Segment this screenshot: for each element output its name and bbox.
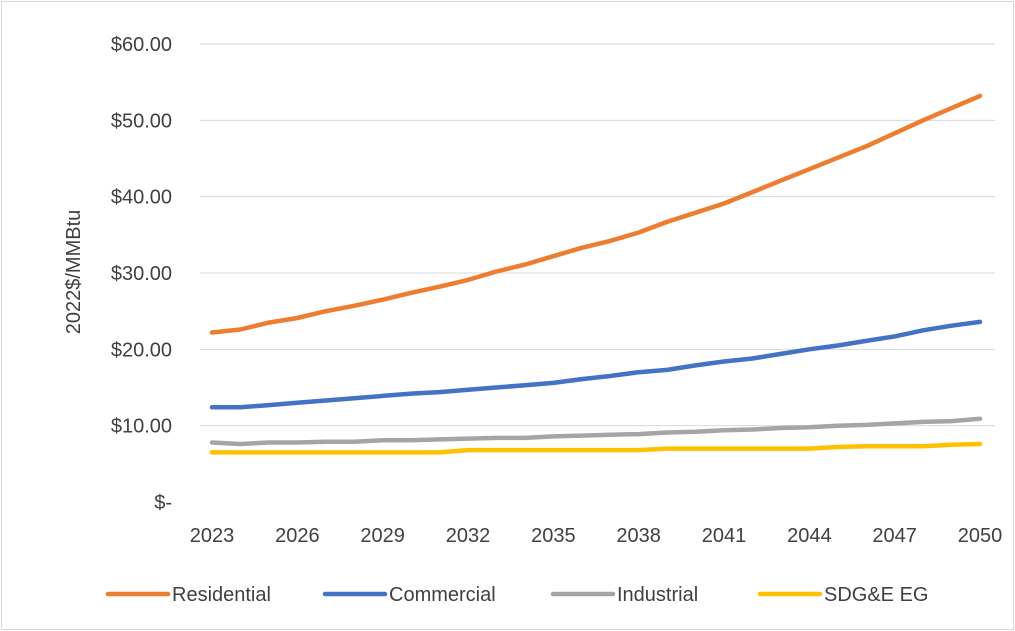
x-tick-label: 2023 [190, 525, 235, 547]
series-line-residential [209, 93, 983, 335]
x-tick-label: 2029 [360, 525, 405, 547]
x-tick-label: 2041 [702, 525, 747, 547]
y-tick-label: $10.00 [111, 416, 172, 438]
series-line-industrial [209, 416, 983, 447]
y-tick-label: $40.00 [111, 187, 172, 209]
x-axis-ticks: 2023 2026 2029 2032 2035 2038 2041 2044 2047 2050 [190, 525, 1003, 547]
legend-item-sdg-e-eg: SDG&E EG [757, 584, 928, 606]
series-line-commercial [209, 319, 983, 410]
y-axis-ticks: $- $10.00 $20.00 $30.00 $40.00 $50.00 $60.00 [111, 34, 172, 514]
legend-item-residential: Residential [105, 584, 271, 606]
x-tick-label: 2047 [872, 525, 917, 547]
x-tick-label: 2035 [531, 525, 576, 547]
x-tick-label: 2038 [616, 525, 661, 547]
legend-item-industrial: Industrial [550, 584, 698, 606]
series-lines [209, 93, 983, 455]
x-tick-label: 2026 [275, 525, 320, 547]
x-tick-label: 2044 [787, 525, 832, 547]
x-tick-label: 2050 [958, 525, 1003, 547]
gridlines [200, 43, 995, 427]
legend-label: Industrial [617, 584, 698, 606]
y-tick-label: $20.00 [111, 339, 172, 361]
legend-item-commercial: Commercial [322, 584, 496, 606]
y-tick-label: $50.00 [111, 110, 172, 132]
x-tick-label: 2032 [446, 525, 491, 547]
y-tick-label: $60.00 [111, 34, 172, 56]
y-tick-label: $30.00 [111, 263, 172, 285]
legend: Residential Commercial Industrial SDG&E EG [105, 584, 928, 606]
legend-label: Residential [172, 584, 271, 606]
series-line-sdg-e-eg [209, 441, 983, 455]
y-tick-label: $- [154, 492, 172, 514]
legend-label: Commercial [389, 584, 496, 606]
y-axis-title: 2022$/MMBtu [63, 210, 85, 335]
legend-label: SDG&E EG [824, 584, 928, 606]
